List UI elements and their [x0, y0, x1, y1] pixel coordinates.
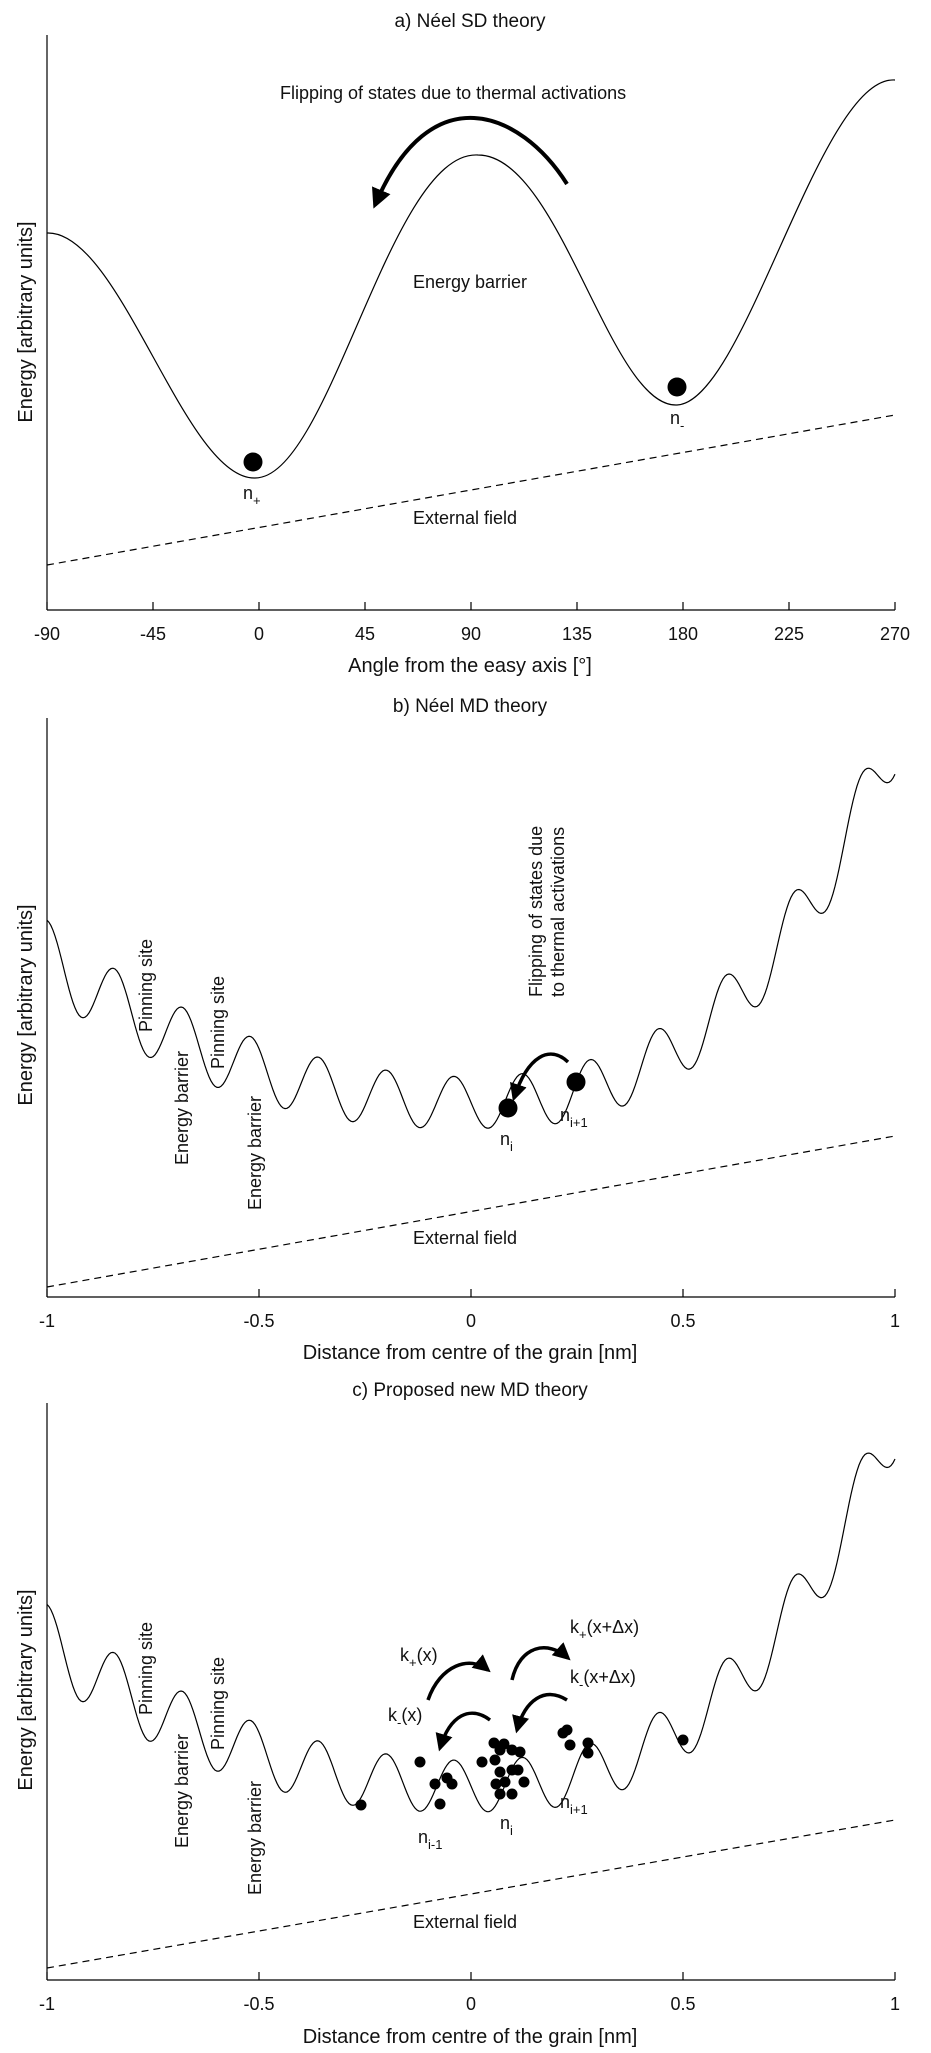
panel-c-x-ticks: -1 -0.5 0 0.5 1 — [39, 1972, 900, 2014]
panel-a-flip-arrow — [372, 115, 569, 209]
panel-c-state-im1-label: ni-1 — [418, 1827, 442, 1852]
panel-a-state-minus-label: n- — [670, 408, 684, 433]
panel-b-arrow-label-line1: Flipping of states due — [526, 826, 546, 997]
state-dot — [564, 1739, 576, 1751]
panel-b-energy-curve — [46, 767, 896, 1129]
panel-c-k-minus-x-arrow — [435, 1711, 492, 1752]
x-tick-label: 270 — [880, 624, 910, 644]
panel-a-x-ticks: -90 -45 0 45 90 135 180 225 270 — [34, 602, 910, 644]
panel-a-y-label: Energy [arbitrary units] — [15, 221, 37, 422]
state-dot — [582, 1747, 594, 1759]
panel-b-field-label: External field — [413, 1228, 517, 1248]
panel-c-field-label: External field — [413, 1912, 517, 1932]
state-dot — [414, 1756, 426, 1768]
panel-b-pinning-label-2: Pinning site — [208, 976, 228, 1069]
panel-c-barrier-label-2: Energy barrier — [245, 1781, 265, 1895]
state-dot — [490, 1778, 502, 1790]
panel-b-y-label: Energy [arbitrary units] — [15, 904, 37, 1105]
state-dot — [514, 1746, 526, 1758]
state-dot — [494, 1766, 506, 1778]
x-tick-label: 1 — [890, 1994, 900, 2014]
panel-b: b) Néel MD theory -1 -0.5 0 0.5 1 Distance f… — [15, 696, 900, 1364]
x-tick-label: -0.5 — [243, 1311, 274, 1331]
panel-c-k-minus-x-label: k-(x) — [388, 1705, 422, 1730]
x-tick-label: 180 — [668, 624, 698, 644]
panel-c-state-dots — [355, 1724, 689, 1811]
state-dot — [476, 1756, 488, 1768]
panel-c-k-minus-xdx-label: k-(x+Δx) — [570, 1667, 636, 1692]
panel-a-state-dot-plus — [243, 452, 263, 472]
state-dot — [506, 1788, 518, 1800]
panel-c: c) Proposed new MD theory -1 -0.5 0 0.5 1 Di… — [15, 1380, 900, 2048]
panel-a: a) Néel SD theory -90 -45 0 45 90 135 180 225 27… — [15, 11, 910, 677]
x-tick-label: 0 — [466, 1994, 476, 2014]
panel-b-state-i-label: ni — [500, 1129, 513, 1154]
x-tick-label: -90 — [34, 624, 60, 644]
x-tick-label: 0.5 — [670, 1311, 695, 1331]
state-dot — [434, 1798, 446, 1810]
x-tick-label: 225 — [774, 624, 804, 644]
panel-b-state-dot-i1 — [566, 1072, 586, 1092]
panel-a-x-label: Angle from the easy axis [°] — [348, 655, 592, 677]
panel-a-title: a) Néel SD theory — [394, 11, 546, 32]
panel-c-state-i1-label: ni+1 — [560, 1792, 588, 1817]
panel-b-x-ticks: -1 -0.5 0 0.5 1 — [39, 1289, 900, 1331]
state-dot — [561, 1724, 573, 1736]
state-dot — [499, 1776, 511, 1788]
x-tick-label: 0 — [466, 1311, 476, 1331]
panel-b-barrier-label-1: Energy barrier — [172, 1051, 192, 1165]
panel-c-pinning-label-1: Pinning site — [136, 1622, 156, 1715]
x-tick-label: 45 — [355, 624, 375, 644]
panel-b-state-i1-label: ni+1 — [560, 1105, 588, 1130]
x-tick-label: 90 — [461, 624, 481, 644]
state-dot — [494, 1788, 506, 1800]
panel-c-k-plus-x-arrow — [426, 1654, 491, 1701]
panel-c-k-minus-xdx-arrow — [512, 1692, 568, 1734]
panel-b-state-dot-i — [498, 1098, 518, 1118]
state-dot — [489, 1754, 501, 1766]
panel-c-x-label: Distance from centre of the grain [nm] — [303, 2026, 638, 2048]
panel-a-field-label: External field — [413, 508, 517, 528]
panel-c-pinning-label-2: Pinning site — [208, 1657, 228, 1750]
panel-b-pinning-label-1: Pinning site — [136, 939, 156, 1032]
panel-c-k-plus-xdx-arrow — [510, 1642, 571, 1681]
x-tick-label: -1 — [39, 1994, 55, 2014]
panel-c-energy-curve — [46, 1452, 896, 1813]
state-dot — [446, 1778, 458, 1790]
x-tick-label: -0.5 — [243, 1994, 274, 2014]
panel-c-y-label: Energy [arbitrary units] — [15, 1589, 37, 1790]
state-dot — [512, 1764, 524, 1776]
x-tick-label: 0.5 — [670, 1994, 695, 2014]
state-dot — [355, 1799, 367, 1811]
x-tick-label: 1 — [890, 1311, 900, 1331]
x-tick-label: -1 — [39, 1311, 55, 1331]
panel-b-title: b) Néel MD theory — [393, 696, 548, 717]
panel-a-arrow-label: Flipping of states due to thermal activa… — [280, 83, 626, 103]
panel-a-energy-curve — [46, 79, 896, 479]
panel-a-state-plus-label: n+ — [243, 483, 261, 508]
state-dot — [582, 1737, 594, 1749]
panel-c-barrier-label-1: Energy barrier — [172, 1734, 192, 1848]
panel-c-k-plus-x-label: k+(x) — [400, 1645, 438, 1670]
state-dot — [518, 1776, 530, 1788]
state-dot — [498, 1738, 510, 1750]
panel-c-k-plus-xdx-label: k+(x+Δx) — [570, 1617, 639, 1642]
panel-a-barrier-label: Energy barrier — [413, 272, 527, 292]
panel-c-state-i-label: ni — [500, 1813, 513, 1838]
panel-b-arrow-label-line2: to thermal activations — [548, 827, 568, 997]
panel-a-state-dot-minus — [667, 377, 687, 397]
panel-a-external-field-line — [46, 414, 896, 566]
x-tick-label: 135 — [562, 624, 592, 644]
x-tick-label: 0 — [254, 624, 264, 644]
state-dot — [429, 1778, 441, 1790]
x-tick-label: -45 — [140, 624, 166, 644]
panel-b-x-label: Distance from centre of the grain [nm] — [303, 1342, 638, 1364]
panel-b-flip-arrow — [510, 1052, 570, 1102]
panel-b-barrier-label-2: Energy barrier — [245, 1096, 265, 1210]
panel-c-title: c) Proposed new MD theory — [352, 1380, 588, 1401]
state-dot — [677, 1734, 689, 1746]
